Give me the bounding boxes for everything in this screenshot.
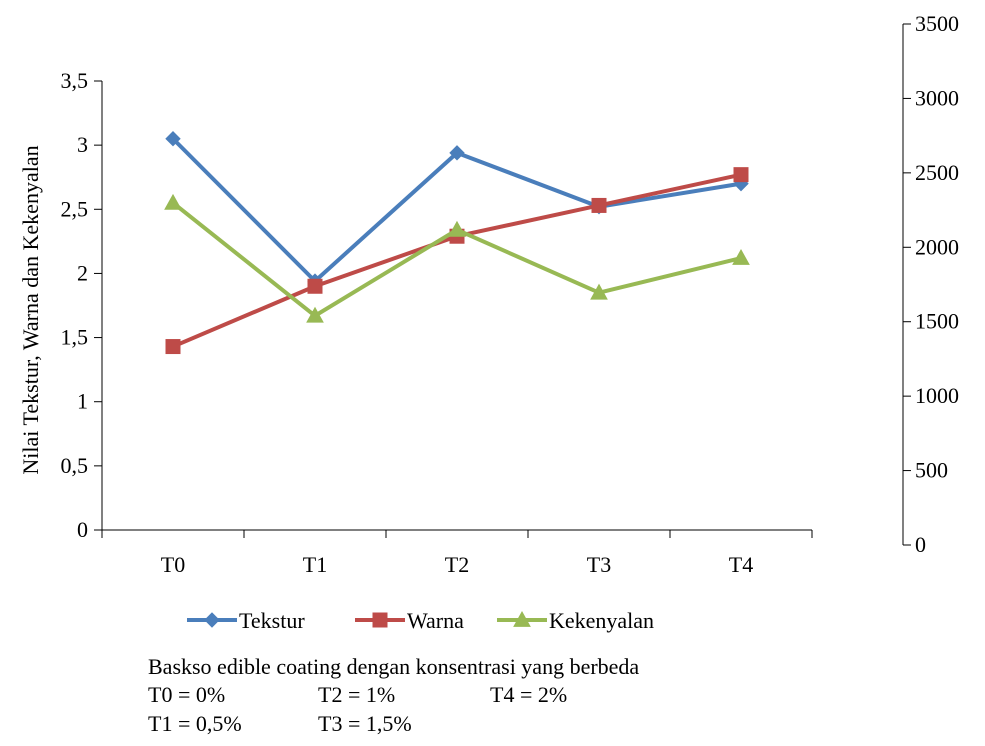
data-point-kekenyalan [448,220,466,237]
series-line-warna [172,172,742,349]
x-tick-label: T1 [303,552,327,577]
y-axis-title: Nilai Tekstur, Warna dan Kekenyalan [18,145,43,474]
y2-tick-label: 1000 [915,383,959,408]
caption-note-t0: T0 = 0% [148,682,226,707]
series-kekenyalan [164,193,750,323]
y2-tick-label: 2000 [915,234,959,259]
chart-series [164,131,750,355]
legend-marker-tekstur [204,612,220,628]
y2-tick-label: 2500 [915,160,959,185]
data-point-kekenyalan [306,306,324,323]
series-line-kekenyalan [171,201,742,318]
y2-tick-label: 3500 [915,11,959,36]
data-point-kekenyalan [164,193,182,210]
y-tick-label: 2 [77,260,88,285]
data-point-kekenyalan [732,249,750,265]
y2-tick-label: 500 [915,458,948,483]
caption-note-t4: T4 = 2% [490,682,568,707]
y-tick-label: 2,5 [61,196,89,221]
chart-axes: 0 0,5 1 1,5 2 2,5 3 3,5 T0 T1 T2 T3 T4 0 500 1000 1500 20… [61,11,960,577]
legend-marker-kekenyalan [513,610,531,627]
x-tick-label: T4 [729,552,753,577]
y-tick-label: 3 [77,132,88,157]
caption-note-t1: T1 = 0,5% [148,711,242,736]
data-point-tekstur [449,145,465,161]
chart-caption: Baskso edible coating dengan konsentrasi… [148,654,640,679]
y-tick-label: 0,5 [61,453,89,478]
chart-legend: Tekstur Warna Kekenyalan [187,608,654,633]
y-tick-label: 3,5 [61,68,89,93]
y-tick-label: 1,5 [61,325,89,350]
x-tick-label: T0 [161,552,185,577]
data-point-warna [591,197,607,213]
y-tick-label: 1 [77,389,88,414]
legend-label-kekenyalan: Kekenyalan [549,608,654,633]
y-tick-label: 0 [77,517,88,542]
data-point-tekstur [165,131,181,147]
x-tick-label: T2 [445,552,469,577]
y2-tick-label: 0 [915,532,926,557]
legend-marker-warna [372,612,388,628]
caption-note-t3: T3 = 1,5% [318,711,412,736]
x-tick-label: T3 [587,552,611,577]
y2-tick-label: 3000 [915,85,959,110]
data-point-warna [733,167,749,183]
data-point-kekenyalan [590,283,608,300]
legend-label-tekstur: Tekstur [239,608,305,633]
y2-tick-label: 1500 [915,309,959,334]
caption-note-t2: T2 = 1% [318,682,396,707]
data-point-warna [165,339,181,355]
legend-label-warna: Warna [407,608,464,633]
data-point-warna [307,278,323,294]
